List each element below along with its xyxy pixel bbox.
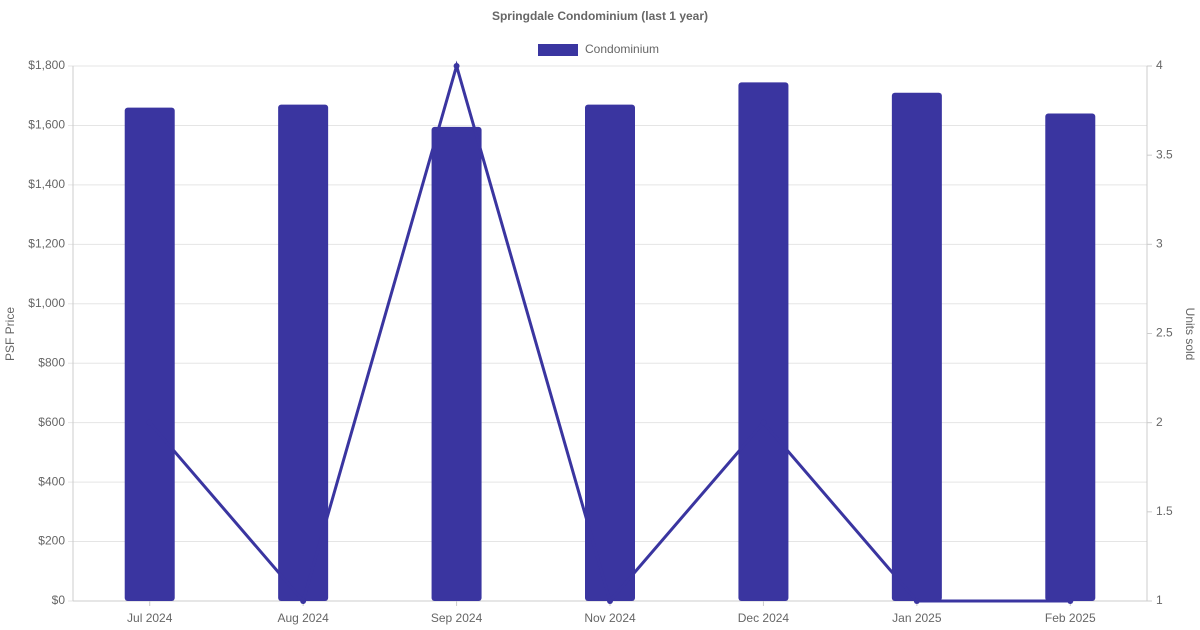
point (453, 63, 460, 69)
y2-tick-label: 2 (1156, 415, 1163, 429)
y-tick-label: $0 (52, 593, 66, 607)
x-tick-label: Aug 2024 (277, 611, 329, 625)
y-tick-label: $800 (38, 355, 65, 369)
y2-tick-label: 2.5 (1156, 326, 1173, 340)
bar (1045, 113, 1096, 602)
point (146, 419, 153, 426)
y-tick-label: $1,800 (28, 58, 65, 72)
x-tick-label: Jul 2024 (127, 611, 173, 625)
y2-tick-label: 4 (1156, 58, 1163, 72)
y2-tick-label: 1.5 (1156, 504, 1173, 518)
x-tick-label: Sep 2024 (431, 611, 483, 625)
y-tick-label: $200 (38, 534, 65, 548)
y2-tick-label: 3 (1156, 237, 1163, 251)
y-tick-label: $400 (38, 474, 65, 488)
y2-axis-title: Units sold (1183, 308, 1197, 361)
y2-tick-label: 1 (1156, 593, 1163, 607)
bar (738, 82, 789, 601)
y2-tick-label: 3.5 (1156, 147, 1173, 161)
legend-label: Condominium (585, 42, 659, 56)
x-tick-label: Nov 2024 (584, 611, 636, 625)
x-tick-label: Feb 2025 (1045, 611, 1096, 625)
legend-swatch (538, 44, 578, 56)
y-tick-label: $1,400 (28, 177, 65, 191)
y-axis-title: PSF Price (3, 307, 17, 361)
bar (585, 104, 635, 601)
bar (431, 126, 482, 602)
point (300, 598, 307, 604)
bar (278, 104, 329, 601)
y-tick-label: $1,200 (28, 237, 65, 251)
chart-title: Springdale Condominium (last 1 year) (492, 9, 708, 23)
point (607, 598, 613, 604)
x-tick-label: Dec 2024 (738, 611, 790, 625)
y-tick-label: $1,000 (28, 296, 65, 310)
point (1067, 598, 1074, 604)
x-tick-label: Jan 2025 (892, 611, 942, 625)
point (913, 598, 920, 604)
point (760, 419, 767, 426)
y-tick-label: $600 (38, 415, 65, 429)
bar (124, 107, 175, 601)
bar (891, 92, 942, 601)
y-tick-label: $1,600 (28, 118, 65, 132)
